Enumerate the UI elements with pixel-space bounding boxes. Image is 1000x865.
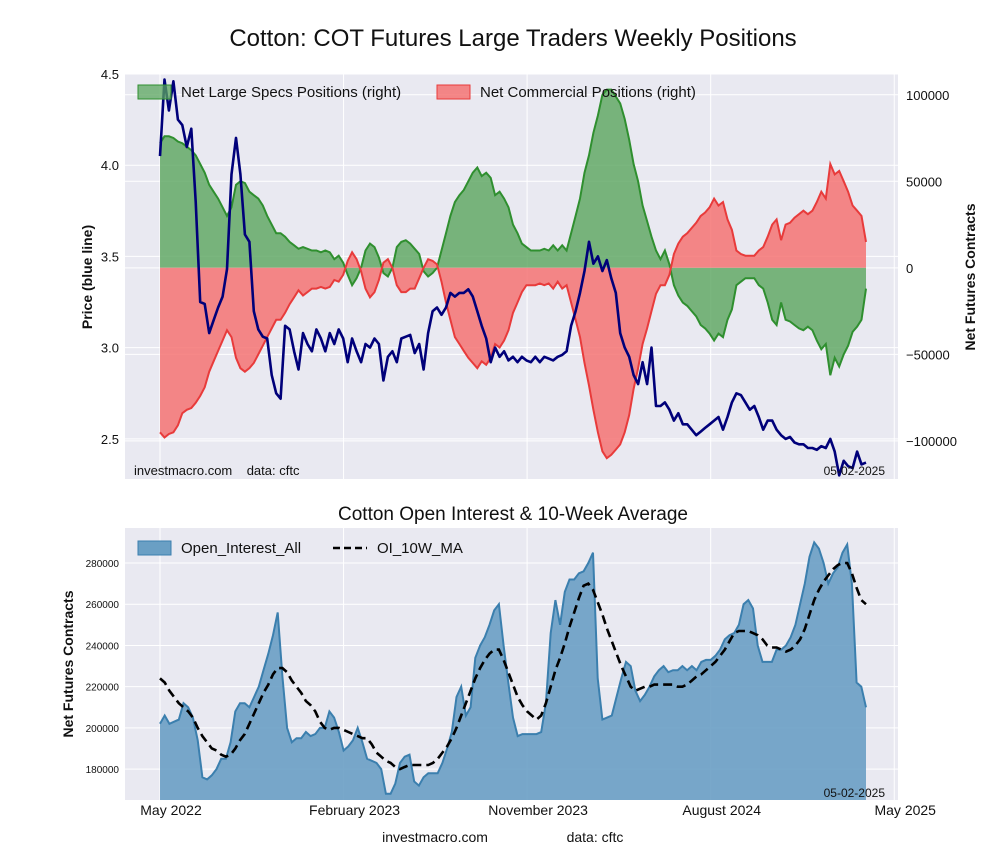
top-right-axis-label: Net Futures Contracts bbox=[962, 203, 978, 350]
top-left-tick-label: 2.5 bbox=[101, 432, 119, 447]
legend-swatch-specs bbox=[137, 84, 172, 100]
footer-data: data: cftc bbox=[567, 829, 624, 845]
top-right-ticks: −100000 −50000 0 50000 100000 bbox=[906, 88, 957, 449]
figure-title: Cotton: COT Futures Large Traders Weekly… bbox=[229, 25, 796, 52]
bottom-y-ticks: 180000 200000 220000 240000 260000 280000 bbox=[86, 559, 120, 776]
top-right-tick-label: 50000 bbox=[906, 174, 942, 189]
bottom-y-tick-label: 180000 bbox=[86, 765, 120, 776]
top-right-tick-label: 0 bbox=[906, 261, 913, 276]
top-left-axis-label: Price (blue line) bbox=[79, 225, 95, 329]
bottom-panel: Cotton Open Interest & 10-Week Average 1… bbox=[60, 504, 936, 818]
bottom-y-tick-label: 220000 bbox=[86, 683, 120, 694]
specs-area bbox=[160, 89, 866, 376]
top-left-tick-label: 3.5 bbox=[101, 249, 119, 264]
bottom-x-tick-label: August 2024 bbox=[682, 802, 761, 818]
open-interest-area bbox=[160, 542, 866, 800]
bottom-y-tick-label: 240000 bbox=[86, 641, 120, 652]
bottom-x-tick-label: May 2022 bbox=[140, 802, 202, 818]
legend-swatch-oi bbox=[137, 540, 172, 556]
top-left-ticks: 2.5 3.0 3.5 4.0 4.5 bbox=[101, 67, 119, 447]
bottom-x-tick-label: May 2025 bbox=[874, 802, 936, 818]
top-left-tick-label: 3.0 bbox=[101, 341, 119, 356]
price-line bbox=[158, 78, 867, 477]
bottom-x-tick-label: February 2023 bbox=[309, 802, 400, 818]
footer-source: investmacro.com bbox=[382, 829, 488, 845]
top-date-label: 05-02-2025 bbox=[824, 464, 886, 478]
bottom-x-tick-label: November 2023 bbox=[488, 802, 588, 818]
top-right-tick-label: −100000 bbox=[906, 434, 957, 449]
open-interest-line bbox=[159, 540, 867, 795]
specs-line bbox=[159, 88, 867, 376]
legend-label-ma: OI_10W_MA bbox=[377, 540, 463, 557]
commercial-line bbox=[159, 160, 867, 460]
legend-label-specs: Net Large Specs Positions (right) bbox=[181, 84, 401, 101]
legend-label-commercial: Net Commercial Positions (right) bbox=[480, 84, 696, 101]
top-panel: 2.5 3.0 3.5 4.0 4.5 −100000 −50000 0 50000 10000… bbox=[79, 67, 978, 479]
top-watermark: investmacro.com data: cftc bbox=[134, 463, 300, 478]
bottom-x-ticks: May 2022 February 2023 November 2023 August… bbox=[140, 802, 936, 818]
legend-label-oi: Open_Interest_All bbox=[181, 540, 301, 557]
top-left-tick-label: 4.5 bbox=[101, 67, 119, 82]
top-legend: Net Large Specs Positions (right) Net Co… bbox=[137, 84, 696, 101]
bottom-title: Cotton Open Interest & 10-Week Average bbox=[338, 504, 688, 525]
bottom-date-label: 05-02-2025 bbox=[824, 786, 886, 800]
bottom-y-tick-label: 200000 bbox=[86, 724, 120, 735]
bottom-y-tick-label: 280000 bbox=[86, 559, 120, 570]
legend-swatch-commercial bbox=[436, 84, 471, 100]
bottom-y-tick-label: 260000 bbox=[86, 600, 120, 611]
bottom-y-axis-label: Net Futures Contracts bbox=[60, 590, 76, 737]
top-left-tick-label: 4.0 bbox=[101, 158, 119, 173]
top-right-tick-label: 100000 bbox=[906, 88, 949, 103]
bottom-legend: Open_Interest_All OI_10W_MA bbox=[137, 540, 463, 557]
top-right-tick-label: −50000 bbox=[906, 347, 950, 362]
